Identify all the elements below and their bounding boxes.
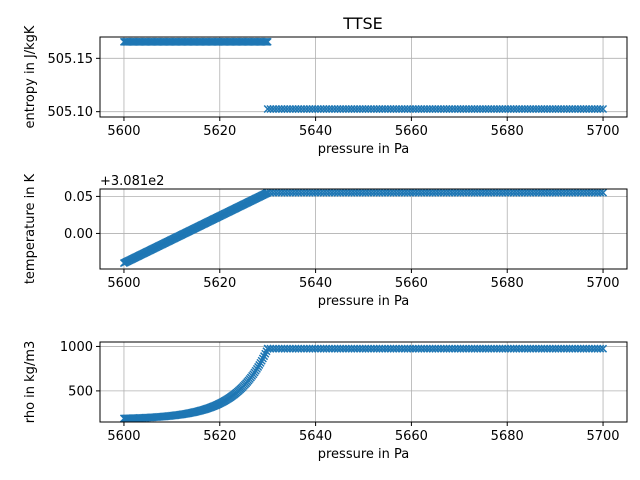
y-axis-label: rho in kg/m3 [23,341,38,424]
data-point [596,104,605,114]
subplot-1: 5600 5620 5640 5660 5680 5700 505.10 505.15 pres… [23,25,628,157]
x-tick-label: 5680 [491,124,524,139]
x-tick-label: 5660 [395,124,428,139]
x-tick-label: 5620 [203,429,236,444]
y-tick-label: 505.15 [48,52,94,67]
y-axis-label: temperature in K [23,173,38,284]
data-point [258,354,267,363]
x-axis-label: pressure in Pa [318,447,410,462]
data-point [599,188,608,197]
x-tick-label: 5680 [491,276,524,291]
series-markers [119,188,608,268]
y-axis-label: entropy in J/kgK [23,25,38,128]
data-point [261,37,270,46]
y-tick-label: 505.10 [48,105,94,120]
series-markers [119,37,608,114]
x-axis-label: pressure in Pa [318,294,410,309]
y-tick-label: 0.00 [64,227,93,242]
data-point [599,344,608,353]
x-tick-label: 5700 [586,429,619,444]
x-tick-label: 5660 [395,429,428,444]
x-tick-label: 5600 [107,429,140,444]
x-tick-label: 5680 [491,429,524,444]
chart-title: TTSE [342,14,383,33]
y-tick-label: 1000 [60,340,93,355]
subplot-3: 5600 5620 5640 5660 5680 5700 500 1000 pressure … [23,340,628,462]
x-tick-label: 5600 [107,276,140,291]
axes-frame [99,36,628,118]
subplot-2: 5600 5620 5640 5660 5680 5700 0.00 0.05 pressure… [23,173,628,309]
axes-frame [99,341,628,423]
x-tick-label: 5700 [586,276,619,291]
x-tick-label: 5660 [395,276,428,291]
data-point [596,344,605,353]
x-tick-label: 5600 [107,124,140,139]
y-tick-label: 0.05 [64,190,93,205]
data-point [596,188,605,197]
x-axis-label: pressure in Pa [318,142,410,157]
x-tick-label: 5640 [299,124,332,139]
data-point [262,37,271,46]
x-tick-label: 5700 [586,124,619,139]
axes-frame [99,188,628,270]
x-tick-label: 5640 [299,276,332,291]
series-markers [119,344,608,423]
data-point [260,37,269,46]
y-offset-text: +3.081e2 [100,174,164,189]
data-point [263,37,272,46]
x-tick-label: 5620 [203,124,236,139]
x-tick-label: 5640 [299,429,332,444]
y-tick-label: 500 [68,384,93,399]
data-point [599,104,608,114]
x-tick-label: 5620 [203,276,236,291]
